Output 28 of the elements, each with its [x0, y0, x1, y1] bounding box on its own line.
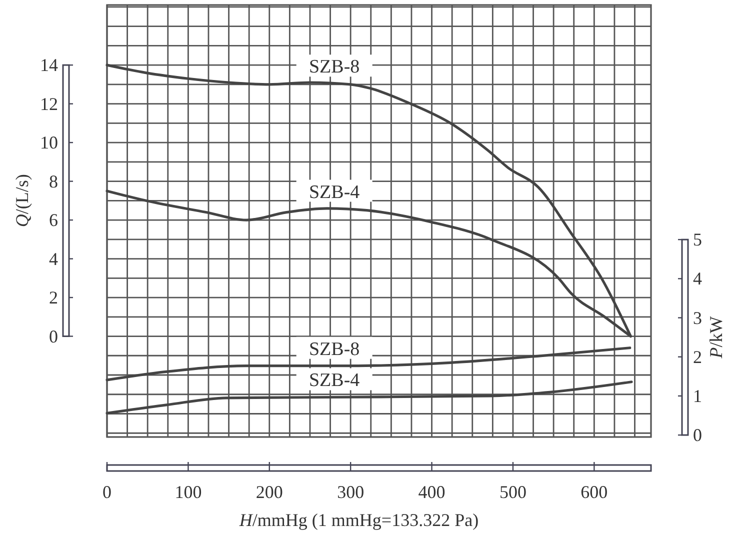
y2-tick-label: 5 [693, 230, 702, 250]
y2-tick-label: 3 [693, 308, 702, 328]
y2-tick-label: 1 [693, 386, 702, 406]
x-tick-label: 400 [418, 482, 446, 502]
y-axis-title: Q/(L/s) [12, 174, 32, 228]
series-label: SZB-4 [309, 182, 360, 203]
x-tick-label: 0 [102, 482, 112, 502]
y-tick-label: 4 [49, 248, 58, 269]
series-label: SZB-8 [309, 338, 360, 360]
x-tick-label: 100 [174, 482, 202, 502]
x-tick-label: 200 [256, 482, 283, 502]
x-axis-title: H/mmHg (1 mmHg=133.322 Pa) [238, 510, 479, 530]
x-tick-label: 300 [337, 482, 364, 502]
x-tick-label: 500 [499, 482, 526, 502]
y-tick-label: 0 [49, 326, 58, 346]
x-tick-label: 600 [580, 482, 608, 502]
y-tick-label: 6 [49, 210, 58, 230]
y-tick-label: 2 [49, 288, 58, 308]
y-tick-label: 8 [49, 171, 58, 192]
y2-axis-title: P/kW [706, 316, 726, 360]
y-tick-label: 14 [40, 55, 58, 76]
y-tick-label: 10 [40, 132, 58, 153]
y-tick-label: 12 [40, 94, 58, 114]
y2-tick-label: 4 [693, 268, 702, 289]
series-label: SZB-4 [309, 370, 360, 392]
y2-tick-label: 0 [693, 425, 702, 446]
y2-tick-label: 2 [693, 346, 702, 367]
series-label: SZB-8 [309, 56, 360, 78]
